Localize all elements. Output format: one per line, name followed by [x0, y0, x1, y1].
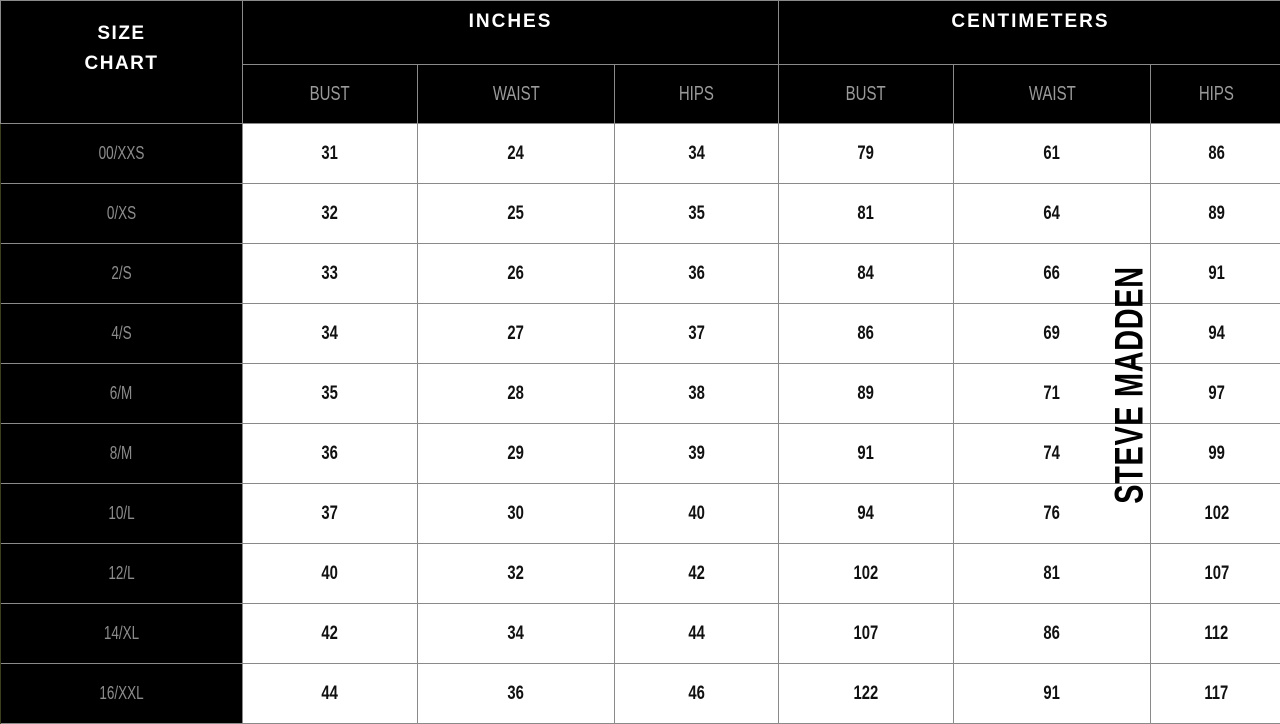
column-header: HIPS [1151, 65, 1280, 124]
size-label: 16/XXL [1, 664, 243, 724]
steve-madden-watermark: STEVE MADDEN [1108, 266, 1153, 503]
size-label: 14/XL [1, 604, 243, 664]
size-label: 00/XXS [1, 124, 243, 184]
measurement-cell: 81 [954, 544, 1151, 604]
measurement-cell: 36 [615, 244, 779, 304]
measurement-cell: 112 [1151, 604, 1280, 664]
measurement-cell: 34 [615, 124, 779, 184]
measurement-cell: 33 [243, 244, 418, 304]
measurement-cell: 102 [779, 544, 954, 604]
measurement-cell: 99 [1151, 424, 1280, 484]
measurement-cell: 42 [615, 544, 779, 604]
measurement-cell: 40 [615, 484, 779, 544]
measurement-cell: 24 [418, 124, 615, 184]
measurement-cell: 27 [418, 304, 615, 364]
measurement-cell: 122 [779, 664, 954, 724]
measurement-cell: 117 [1151, 664, 1280, 724]
measurement-cell: 35 [243, 364, 418, 424]
inches-header: INCHES [243, 1, 779, 65]
measurement-cell: 79 [779, 124, 954, 184]
centimeters-header: CENTIMETERS [779, 1, 1280, 65]
size-label: 8/M [1, 424, 243, 484]
measurement-cell: 31 [243, 124, 418, 184]
measurement-cell: 97 [1151, 364, 1280, 424]
measurement-cell: 32 [418, 544, 615, 604]
measurement-cell: 37 [615, 304, 779, 364]
measurement-cell: 42 [243, 604, 418, 664]
measurement-cell: 37 [243, 484, 418, 544]
measurement-cell: 102 [1151, 484, 1280, 544]
measurement-cell: 107 [779, 604, 954, 664]
measurement-cell: 32 [243, 184, 418, 244]
size-label: 4/S [1, 304, 243, 364]
size-label: 0/XS [1, 184, 243, 244]
measurement-cell: 86 [779, 304, 954, 364]
column-header: WAIST [954, 65, 1151, 124]
measurement-cell: 94 [1151, 304, 1280, 364]
size-label: 10/L [1, 484, 243, 544]
measurement-cell: 34 [418, 604, 615, 664]
measurement-cell: 61 [954, 124, 1151, 184]
size-label: 6/M [1, 364, 243, 424]
measurement-cell: 46 [615, 664, 779, 724]
measurement-cell: 29 [418, 424, 615, 484]
measurement-cell: 89 [779, 364, 954, 424]
measurement-cell: 39 [615, 424, 779, 484]
measurement-cell: 84 [779, 244, 954, 304]
size-label: 2/S [1, 244, 243, 304]
measurement-cell: 26 [418, 244, 615, 304]
measurement-cell: 94 [779, 484, 954, 544]
measurement-cell: 86 [954, 604, 1151, 664]
measurement-cell: 81 [779, 184, 954, 244]
measurement-cell: 44 [615, 604, 779, 664]
measurement-cell: 25 [418, 184, 615, 244]
measurement-cell: 28 [418, 364, 615, 424]
measurement-cell: 36 [418, 664, 615, 724]
size-label: 12/L [1, 544, 243, 604]
measurement-cell: 38 [615, 364, 779, 424]
measurement-cell: 89 [1151, 184, 1280, 244]
measurement-cell: 36 [243, 424, 418, 484]
measurement-cell: 44 [243, 664, 418, 724]
column-header: HIPS [615, 65, 779, 124]
column-header: BUST [243, 65, 418, 124]
measurement-cell: 34 [243, 304, 418, 364]
measurement-cell: 64 [954, 184, 1151, 244]
measurement-cell: 86 [1151, 124, 1280, 184]
measurement-cell: 91 [954, 664, 1151, 724]
measurement-cell: 91 [779, 424, 954, 484]
measurement-cell: 40 [243, 544, 418, 604]
measurement-cell: 91 [1151, 244, 1280, 304]
measurement-cell: 30 [418, 484, 615, 544]
measurement-cell: 107 [1151, 544, 1280, 604]
measurement-cell: 35 [615, 184, 779, 244]
column-header: BUST [779, 65, 954, 124]
column-header: WAIST [418, 65, 615, 124]
